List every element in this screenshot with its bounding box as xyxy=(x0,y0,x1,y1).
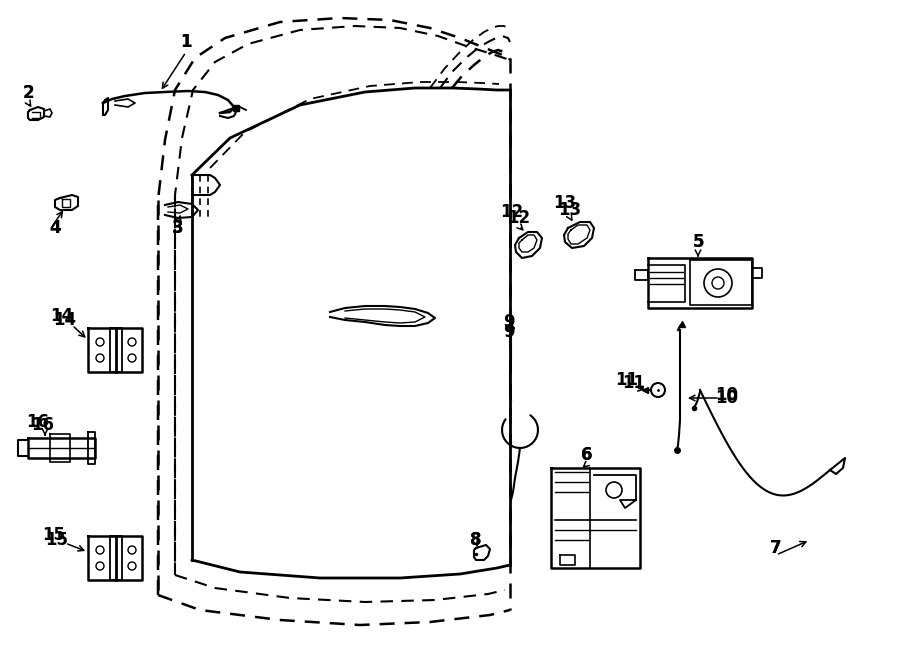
Text: 16: 16 xyxy=(26,413,50,431)
Text: 9: 9 xyxy=(503,313,515,331)
Text: 5: 5 xyxy=(692,233,704,251)
Text: 4: 4 xyxy=(50,219,61,237)
Text: 10: 10 xyxy=(716,386,739,404)
Text: 7: 7 xyxy=(770,539,782,557)
Text: 7: 7 xyxy=(770,539,782,557)
Text: 4: 4 xyxy=(50,219,61,237)
Text: 11: 11 xyxy=(616,371,638,389)
Text: 14: 14 xyxy=(53,311,76,329)
Text: 13: 13 xyxy=(558,201,581,219)
Text: 15: 15 xyxy=(46,531,68,549)
Text: 3: 3 xyxy=(172,219,184,237)
Text: 6: 6 xyxy=(581,446,593,464)
Text: 16: 16 xyxy=(32,416,55,434)
Text: 2: 2 xyxy=(22,84,34,102)
Text: 12: 12 xyxy=(500,203,524,221)
Text: 5: 5 xyxy=(692,233,704,251)
Text: 3: 3 xyxy=(172,219,184,237)
Text: 8: 8 xyxy=(471,531,482,549)
Text: 6: 6 xyxy=(581,446,593,464)
Text: 2: 2 xyxy=(22,84,34,102)
Text: 15: 15 xyxy=(42,526,66,544)
Text: 13: 13 xyxy=(554,194,577,212)
Text: 12: 12 xyxy=(508,209,531,227)
Text: 1: 1 xyxy=(180,33,192,51)
Text: 9: 9 xyxy=(503,323,515,341)
Text: 1: 1 xyxy=(180,33,192,51)
Text: 10: 10 xyxy=(716,389,739,407)
Text: 14: 14 xyxy=(50,307,74,325)
Text: 11: 11 xyxy=(623,374,645,392)
Text: 8: 8 xyxy=(471,531,482,549)
